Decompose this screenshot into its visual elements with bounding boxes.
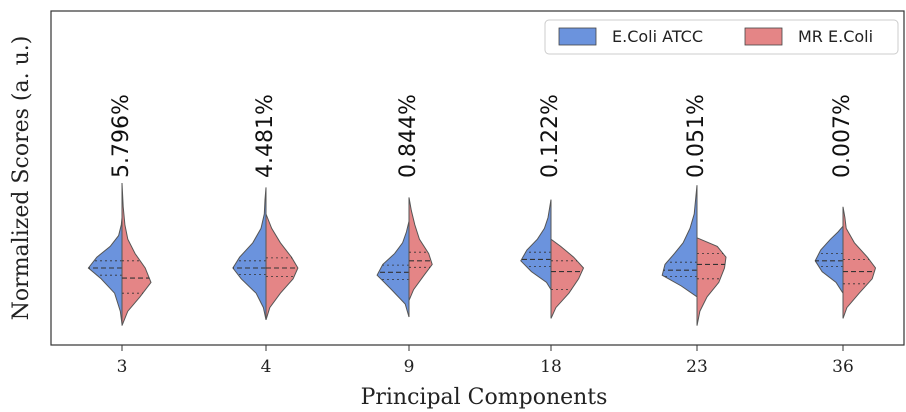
annotation-pct-4: 4.481% [253, 94, 278, 178]
y-axis-label: Normalized Scores (a. u.) [9, 36, 34, 321]
x-ticks: 3 4 9 18 23 36 [117, 345, 854, 377]
x-tick-label-3: 3 [117, 357, 128, 377]
violin-4-ecoli-atcc [232, 187, 267, 320]
annotation-pct-18: 0.122% [538, 94, 563, 178]
x-tick-label-23: 23 [686, 357, 708, 377]
violin-23-mr-ecoli [696, 237, 727, 326]
legend-swatch-mr-ecoli [744, 27, 783, 46]
x-tick-label-9: 9 [404, 357, 415, 377]
violin-3-mr-ecoli [121, 182, 152, 326]
x-axis-label: Principal Components [361, 385, 608, 410]
plot-frame [50, 10, 905, 346]
annotation-pct-23: 0.051% [684, 94, 709, 178]
legend-label-ecoli-atcc: E.Coli ATCC [612, 27, 703, 46]
x-tick-label-18: 18 [540, 357, 562, 377]
legend: E.Coli ATCC MR E.Coli [544, 19, 899, 55]
legend-frame [544, 19, 899, 55]
annotation-pct-9: 0.844% [396, 94, 421, 178]
legend-label-mr-ecoli: MR E.Coli [798, 27, 873, 46]
violin-36-mr-ecoli [842, 206, 877, 319]
violin-4-mr-ecoli [265, 213, 299, 320]
violin-18-mr-ecoli [550, 238, 585, 319]
percent-annotations: 5.796% 4.481% 0.844% 0.122% 0.051% 0.007% [109, 94, 855, 178]
violin-18-ecoli-atcc [520, 199, 552, 292]
legend-swatch-ecoli-atcc [558, 27, 597, 46]
annotation-pct-36: 0.007% [830, 94, 855, 178]
violin-9-ecoli-atcc [376, 221, 410, 318]
violin-23-ecoli-atcc [661, 185, 698, 298]
violin-9-mr-ecoli [408, 197, 433, 301]
violins-layer [87, 182, 877, 326]
x-tick-label-4: 4 [261, 357, 272, 377]
x-tick-label-36: 36 [832, 357, 854, 377]
annotation-pct-3: 5.796% [109, 94, 134, 178]
